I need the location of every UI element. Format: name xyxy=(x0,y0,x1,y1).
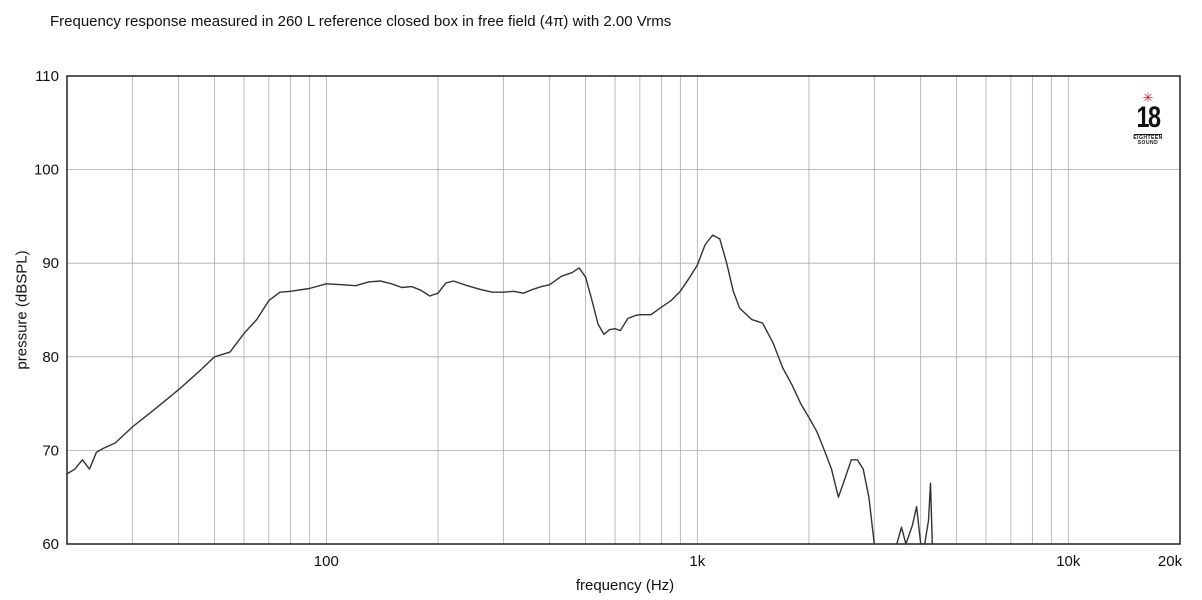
series-line-2 xyxy=(896,482,933,545)
logo-number: 18 xyxy=(1136,101,1161,134)
grid xyxy=(67,75,1180,545)
logo-text-bottom: SOUND xyxy=(1137,140,1159,146)
chart-title: Frequency response measured in 260 L ref… xyxy=(50,13,672,30)
x-tick-label: 100 xyxy=(314,553,339,570)
logo-text-top: EIGHTEEN xyxy=(1133,135,1163,141)
star-icon: ✳ xyxy=(1142,90,1154,105)
x-tick-label: 10k xyxy=(1056,553,1081,570)
y-tick-label: 110 xyxy=(35,68,59,85)
y-tick-label: 90 xyxy=(42,255,59,272)
logo-divider xyxy=(1134,134,1162,135)
y-tick-label: 70 xyxy=(42,442,59,459)
x-tick-labels: 100 1k 10k 20k xyxy=(314,553,1183,570)
series-group xyxy=(66,234,933,545)
y-tick-label: 80 xyxy=(42,349,59,366)
x-tick-label: 20k xyxy=(1158,553,1183,570)
eighteen-sound-logo: ✳ 18 EIGHTEEN SOUND xyxy=(1130,90,1166,146)
y-axis-title: pressure (dBSPL) xyxy=(13,250,31,370)
y-tick-labels: 60 70 80 90 100 110 xyxy=(34,68,59,553)
y-tick-label: 100 xyxy=(34,162,59,179)
plot-frame xyxy=(66,75,1181,545)
series-line-1 xyxy=(66,234,875,545)
x-tick-label: 1k xyxy=(689,553,705,570)
x-axis-title: frequency (Hz) xyxy=(575,577,675,594)
y-tick-label: 60 xyxy=(42,536,59,553)
